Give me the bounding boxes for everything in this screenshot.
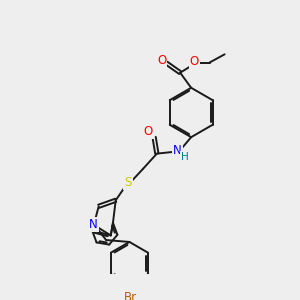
Text: N: N [173, 144, 182, 158]
Text: O: O [143, 125, 153, 138]
Text: O: O [190, 55, 199, 68]
Text: N: N [89, 218, 98, 231]
Text: H: H [181, 152, 189, 162]
Text: O: O [157, 54, 166, 68]
Text: Br: Br [124, 291, 137, 300]
Text: S: S [124, 176, 132, 189]
